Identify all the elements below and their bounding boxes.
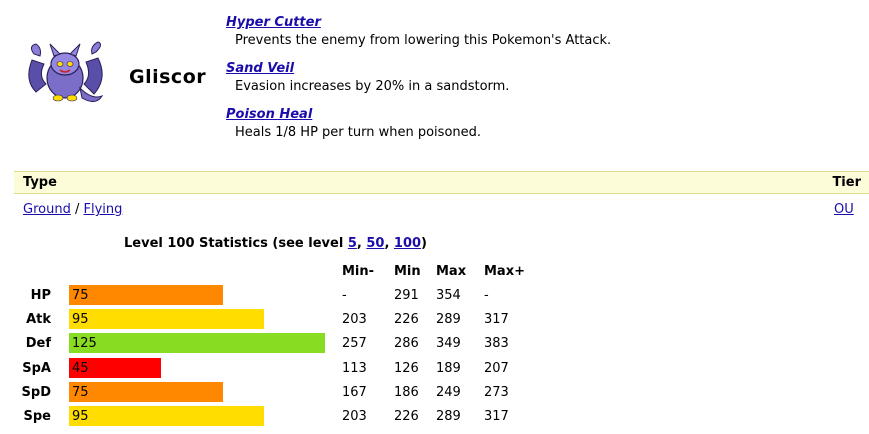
- ability-link-hyper-cutter[interactable]: Hyper Cutter: [226, 15, 321, 30]
- ability-item: Hyper Cutter Prevents the enemy from low…: [226, 14, 611, 60]
- stat-max-plus-value: 383: [484, 336, 509, 352]
- stat-max-value: 289: [436, 409, 461, 424]
- type-separator: /: [74, 202, 80, 217]
- ability-item: Poison Heal Heals 1/8 HP per turn when p…: [226, 106, 611, 152]
- stat-min-minus-value: -: [342, 288, 347, 303]
- stat-min-minus-value: 203: [342, 409, 367, 424]
- type-header-label: Type: [23, 175, 57, 190]
- stat-bar: 75: [69, 285, 223, 305]
- column-header-min: Min: [394, 264, 421, 279]
- stat-max-plus-value: 273: [484, 384, 509, 400]
- ability-description: Evasion increases by 20% in a sandstorm.: [235, 79, 510, 94]
- base-stat-value: 125: [72, 336, 97, 352]
- stats-title: Level 100 Statistics (see level 5, 50, 1…: [124, 236, 427, 251]
- stat-row-spe: Spe 95 203 226 289 317: [0, 405, 869, 429]
- base-stat-value: 45: [72, 360, 89, 376]
- stat-min-minus-value: 113: [342, 360, 367, 376]
- stat-max-plus-value: 317: [484, 409, 509, 424]
- level-link-100[interactable]: 100: [393, 236, 422, 251]
- ability-item: Sand Veil Evasion increases by 20% in a …: [226, 60, 611, 106]
- stat-row-def: Def 125 257 286 349 383: [0, 332, 869, 356]
- tier-header-label: Tier: [832, 175, 861, 190]
- type-tier-header: Type Tier: [14, 171, 869, 194]
- column-header-max: Max: [436, 264, 467, 279]
- base-stat-value: 95: [72, 312, 89, 328]
- stat-label: HP: [30, 288, 51, 303]
- stat-row-hp: HP 75 - 291 354 -: [0, 284, 869, 308]
- stat-min-value: 286: [394, 336, 419, 352]
- stat-row-spa: SpA 45 113 126 189 207: [0, 357, 869, 381]
- stat-min-minus-value: 203: [342, 312, 367, 328]
- column-header-max-plus: Max+: [484, 264, 525, 279]
- stat-max-value: 289: [436, 312, 461, 328]
- stat-min-value: 126: [394, 360, 419, 376]
- stat-label: Def: [25, 336, 51, 352]
- stat-max-plus-value: 207: [484, 360, 509, 376]
- type-list: Ground / Flying: [23, 202, 122, 217]
- stat-max-value: 249: [436, 384, 461, 400]
- level-link-50[interactable]: 50: [366, 236, 385, 251]
- base-stat-value: 75: [72, 288, 89, 303]
- stat-max-value: 349: [436, 336, 461, 352]
- column-header-min-minus: Min-: [342, 264, 375, 279]
- stat-bar: 125: [69, 333, 325, 354]
- type-link-flying[interactable]: Flying: [83, 202, 123, 217]
- gliscor-sprite-icon: [28, 41, 104, 102]
- stat-max-value: 189: [436, 360, 461, 376]
- stat-min-value: 226: [394, 312, 419, 328]
- abilities-list: Hyper Cutter Prevents the enemy from low…: [226, 14, 611, 152]
- stat-row-spd: SpD 75 167 186 249 273: [0, 381, 869, 405]
- stat-max-plus-value: -: [484, 288, 489, 303]
- stat-label: SpA: [22, 360, 51, 376]
- base-stat-value: 75: [72, 384, 89, 400]
- stat-bar: 95: [69, 406, 264, 426]
- stat-max-value: 354: [436, 288, 461, 303]
- stat-min-value: 226: [394, 409, 419, 424]
- stat-bar: 45: [69, 357, 161, 378]
- ability-description: Heals 1/8 HP per turn when poisoned.: [235, 125, 482, 140]
- stat-bar: 75: [69, 381, 223, 402]
- stat-min-minus-value: 167: [342, 384, 367, 400]
- stat-min-value: 291: [394, 288, 419, 303]
- base-stat-value: 95: [72, 409, 89, 424]
- ability-description: Prevents the enemy from lowering this Po…: [235, 33, 612, 48]
- stat-min-value: 186: [394, 384, 419, 400]
- type-link-ground[interactable]: Ground: [23, 202, 71, 217]
- stat-min-minus-value: 257: [342, 336, 367, 352]
- stat-label: Atk: [26, 312, 51, 328]
- stat-label: SpD: [21, 384, 51, 400]
- tier-link[interactable]: OU: [834, 202, 854, 217]
- stat-label: Spe: [23, 409, 52, 424]
- level-link-5[interactable]: 5: [347, 236, 357, 251]
- stat-bar: 95: [69, 309, 264, 330]
- pokemon-name: Gliscor: [129, 66, 207, 88]
- ability-link-sand-veil[interactable]: Sand Veil: [226, 61, 295, 76]
- stat-max-plus-value: 317: [484, 312, 509, 328]
- ability-link-poison-heal[interactable]: Poison Heal: [226, 107, 313, 122]
- stat-row-atk: Atk 95 203 226 289 317: [0, 308, 869, 332]
